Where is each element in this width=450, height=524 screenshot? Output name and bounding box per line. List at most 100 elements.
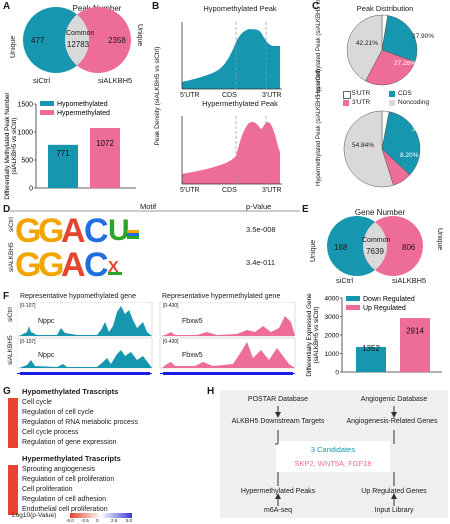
motif-row-1-p: 3.5e-008: [246, 225, 276, 234]
venn-e-left-group: siCtrl: [336, 276, 354, 285]
panel-b-ylabel: Peak Density (siALKBH5 vs siCtrl): [154, 46, 161, 146]
scale-tick-label: 0: [96, 518, 99, 523]
panel-b-title-top: Hypomethylated Peak: [203, 4, 277, 13]
y-tick-label: 0: [335, 369, 339, 376]
scale-tick-label: 2.5: [111, 518, 118, 523]
track-hypo-kd: [19, 350, 152, 368]
go-term-label: Regulation of cell adhesion: [22, 496, 107, 503]
legend-label-noncoding: Noncoding: [398, 99, 430, 106]
f-row-ctrl: siCtrl: [7, 307, 14, 322]
bar-chart-degs: 0 1000 2000 3000 4000 1352 Down Regulated 2914 U…: [306, 293, 442, 377]
y-axis-label-line2: (siALKBH5 vs siCtrl): [11, 117, 18, 174]
go-term-label: Regulation of cell proliferation: [22, 476, 115, 483]
pie-bottom-label-nonc: 54.84%: [352, 142, 375, 149]
legend-label: Up Regulated: [363, 305, 406, 312]
motif-row-2-name: siALKBH5: [8, 242, 15, 272]
f-hyper-title: Representative hypermethylated gene: [162, 293, 281, 300]
f-scale-left-top: [0-107]: [20, 303, 36, 309]
legend-label-cds: CDS: [398, 90, 412, 97]
bar-value-label: 1352: [362, 344, 380, 353]
y-axis-label: Differentially Expressed Gene(siALKBH5 v…: [306, 293, 320, 377]
logo2-g1: G: [15, 246, 41, 284]
motif-row-1-name: siCtrl: [8, 217, 15, 232]
venn-e-common-label: Common: [362, 237, 391, 244]
pie-slice-3utr: [365, 49, 416, 86]
heatmap-cell: [8, 495, 18, 505]
go-term-label: Regulation of gene expression: [22, 439, 117, 446]
h-box4-a: Up Regulated Genes: [361, 488, 427, 495]
panel-d-motif-header: Motif: [140, 202, 157, 211]
motif-logos: G G A C U G G A C X: [15, 212, 139, 284]
go-term-label: Regulation of RNA metabolic process: [22, 419, 138, 426]
venn-a-left-group: siCtrl: [33, 76, 51, 85]
y-tick-label: 2000: [325, 332, 340, 339]
panel-c-ylabel-bottom: Hypermethylated Peak (siALKBH5 vs siCtrl…: [316, 69, 322, 186]
venn-a-common-value: 12783: [66, 40, 90, 49]
h-box3-b: m6A-seq: [263, 507, 292, 514]
g-hypo-heading: Hypomethylated Trascripts: [22, 387, 119, 396]
pie-bottom-label-cds: 33.96%: [412, 126, 435, 133]
hypo-density-area: [182, 29, 280, 89]
legend-label: Hypermethylated: [57, 110, 110, 117]
logo2-c: C: [84, 246, 109, 284]
legend-swatch-noncoding: [389, 100, 395, 106]
y-tick-label: 3000: [325, 314, 340, 321]
track-hypo-ctrl: [19, 306, 152, 336]
f-scale-right-bottom: [0-430]: [163, 339, 179, 345]
panel-label-h: H: [207, 386, 215, 397]
venn-peak-number: [23, 7, 131, 73]
venn-a-right-side: Unique: [136, 24, 143, 47]
track-hyper-kd: [162, 342, 295, 368]
legend-swatch-3utr: [343, 100, 349, 106]
h-box4-b: Input Library: [374, 507, 414, 514]
y-tick-label: 500: [21, 157, 33, 164]
panel-d-p-header: p-Value: [246, 202, 272, 211]
scale-tick-label: -2.5: [81, 518, 89, 523]
venn-e-left-side: Unique: [310, 239, 317, 262]
f-gene-left-top: Nppc: [38, 318, 55, 325]
venn-e-left-value: 168: [334, 243, 348, 252]
b-bottom-tick-3utr: 3'UTR: [262, 187, 282, 194]
legend-label-3utr: 3'UTR: [352, 99, 371, 106]
g-scale-label: Log10(p-Value): [12, 512, 57, 519]
logo2-a: A: [61, 246, 86, 284]
heatmap-cell: [8, 438, 18, 448]
venn-a-right-group: siALKBH5: [98, 76, 133, 85]
panel-label-f: F: [3, 291, 10, 302]
venn-e-overlap: [363, 222, 387, 270]
scale-tick-label: 5.0: [126, 518, 133, 523]
panel-b-title-bottom: Hypermethylated Peak: [202, 99, 278, 108]
h-box1-b: ALKBH5 Downstream Targets: [231, 418, 325, 425]
venn-a-left-side: Unique: [10, 35, 17, 58]
bar-hypermethylated: [90, 127, 120, 188]
y-tick-label: 1000: [325, 351, 340, 358]
peak-density-plots: [181, 22, 282, 185]
go-term-label: Regulation of cell cycle: [22, 409, 94, 416]
y-axis-label-line2: (siALKBH5 vs siCtrl): [313, 306, 320, 363]
b-top-tick-cds: CDS: [222, 92, 237, 99]
heatmap-cell: [8, 428, 18, 438]
bar-value-label: 1072: [96, 139, 114, 148]
y-tick-label: 1500: [17, 101, 33, 108]
h-center-a: 3 Candidates: [310, 445, 356, 454]
g-scale-ticks: -5.0 -2.5 0 2.5 5.0: [66, 518, 133, 524]
h-candidates-box: [276, 441, 390, 472]
pie-slice-noncoding: [346, 14, 383, 82]
f-gene-left-bottom: Nppc: [38, 352, 55, 359]
y-axis-label: Differentially Methylated Peak Number(si…: [4, 92, 18, 199]
legend-label-5utr: 5'UTR: [352, 90, 371, 97]
pie-bottom-label-3utr: 8.20%: [400, 152, 419, 159]
g-color-scale: [70, 513, 132, 518]
h-arrows: [275, 406, 397, 506]
h-center-b: SKP2, WNT5A, FGF18: [294, 459, 372, 468]
heatmap-cell: [8, 475, 18, 485]
pie-top-label-cds: 27.90%: [412, 33, 435, 40]
motif-row-2-p: 3.4e-011: [246, 258, 276, 267]
f-gene-right-bottom: Fbxw5: [182, 352, 203, 359]
pie-slice-cds: [381, 111, 421, 176]
bar-hypomethylated: [48, 144, 78, 188]
heatmap-cell: [8, 408, 18, 418]
genome-tracks: [17, 302, 296, 375]
f-row-kd: siALKBH5: [7, 335, 14, 365]
h-box2-a: Angiogenic Database: [360, 396, 428, 403]
